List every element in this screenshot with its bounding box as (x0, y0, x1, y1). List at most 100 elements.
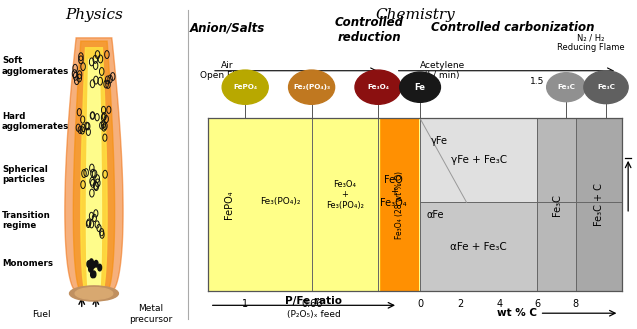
Bar (380, 118, 410, 291)
Circle shape (90, 259, 93, 266)
Circle shape (289, 70, 334, 104)
Bar (380, 118, 396, 291)
Bar (420, 202, 622, 291)
Bar (380, 118, 403, 291)
Bar (380, 118, 383, 291)
Bar (380, 118, 388, 291)
Circle shape (399, 72, 440, 102)
Text: Fe₃C + C: Fe₃C + C (594, 183, 604, 226)
Text: Controlled
reduction: Controlled reduction (334, 16, 404, 44)
Text: 0: 0 (417, 299, 423, 309)
Bar (380, 118, 381, 291)
Bar (380, 118, 413, 291)
Text: Anion/Salts: Anion/Salts (190, 21, 265, 35)
Bar (380, 118, 385, 291)
Polygon shape (65, 38, 123, 291)
Bar (381, 118, 416, 291)
Text: Soft
agglomerates: Soft agglomerates (2, 56, 69, 75)
Text: Metal
precursor: Metal precursor (129, 305, 172, 324)
Bar (380, 118, 399, 291)
Text: Spherical
particles: Spherical particles (2, 165, 48, 184)
Polygon shape (87, 59, 101, 291)
Bar (380, 118, 394, 291)
Bar (380, 118, 395, 291)
Circle shape (222, 70, 268, 104)
Circle shape (584, 71, 628, 104)
Bar (380, 118, 402, 291)
Circle shape (91, 262, 95, 268)
Text: Fe₂(PO₄)₃: Fe₂(PO₄)₃ (293, 84, 330, 90)
Bar (208, 118, 420, 291)
Bar (380, 118, 387, 291)
Text: Acetylene
(l / min): Acetylene (l / min) (420, 61, 465, 80)
Text: αFe + Fe₃C: αFe + Fe₃C (450, 242, 507, 252)
Circle shape (547, 73, 585, 102)
Text: 0: 0 (417, 77, 423, 86)
Bar (380, 118, 406, 291)
Bar (381, 118, 417, 291)
Text: 3: 3 (573, 77, 579, 86)
Bar (420, 118, 622, 202)
Polygon shape (73, 41, 115, 291)
Circle shape (92, 271, 96, 278)
Bar (380, 118, 397, 291)
Text: FePO₄: FePO₄ (224, 190, 234, 219)
Text: 1.5: 1.5 (530, 77, 545, 86)
Text: Fe₃O₄ (28 wt % O): Fe₃O₄ (28 wt % O) (394, 171, 404, 239)
Text: P/Fe ratio: P/Fe ratio (285, 296, 342, 306)
Text: N₂ / H₂
Reducing Flame: N₂ / H₂ Reducing Flame (557, 33, 624, 52)
Text: αFe: αFe (427, 211, 444, 220)
Bar (380, 118, 389, 291)
Text: FePO₄: FePO₄ (233, 84, 257, 90)
Text: Fe₃C: Fe₃C (557, 84, 575, 90)
Text: FeO
+
Fe₃O₄: FeO + Fe₃O₄ (380, 175, 407, 208)
Bar (380, 118, 390, 291)
Bar (380, 118, 401, 291)
Text: Monomers: Monomers (2, 259, 53, 268)
Bar (380, 118, 409, 291)
Bar (380, 118, 408, 291)
Text: Hard
agglomerates: Hard agglomerates (2, 112, 69, 131)
Text: Physics: Physics (65, 8, 123, 22)
Text: Fe₃(PO₄)₂: Fe₃(PO₄)₂ (261, 197, 301, 206)
Circle shape (89, 266, 92, 272)
Text: wt % C: wt % C (497, 308, 538, 318)
Circle shape (355, 70, 401, 104)
Text: Fuel: Fuel (32, 310, 51, 319)
Text: Fe: Fe (415, 83, 426, 92)
Ellipse shape (75, 288, 113, 299)
Bar (380, 118, 392, 291)
Circle shape (94, 261, 98, 267)
Text: 1: 1 (242, 299, 248, 309)
Bar (538, 118, 576, 291)
Text: (P₂O₅)ₓ feed: (P₂O₅)ₓ feed (287, 310, 341, 319)
Text: Fe₃C: Fe₃C (597, 84, 615, 90)
Text: Fe₃O₄: Fe₃O₄ (367, 84, 389, 90)
Bar (380, 118, 412, 291)
Text: 2: 2 (457, 299, 463, 309)
Text: 0.66: 0.66 (301, 299, 322, 309)
Bar (381, 118, 419, 291)
Bar (378, 118, 380, 291)
Polygon shape (81, 48, 107, 291)
Bar (381, 118, 415, 291)
Bar (380, 118, 404, 291)
Text: 8: 8 (573, 299, 579, 309)
Circle shape (98, 264, 101, 271)
Text: γFe + Fe₃C: γFe + Fe₃C (450, 155, 507, 165)
Bar (380, 118, 382, 291)
Bar (576, 118, 622, 291)
Text: Chemistry: Chemistry (376, 8, 455, 22)
Text: Air
Open Flame: Air Open Flame (200, 61, 255, 80)
Text: Fe₃O₄
+
Fe₃(PO₄)₂: Fe₃O₄ + Fe₃(PO₄)₂ (326, 180, 364, 210)
Text: Controlled carbonization: Controlled carbonization (431, 21, 595, 35)
Circle shape (87, 261, 90, 267)
Text: γFe: γFe (431, 137, 448, 146)
Circle shape (90, 271, 94, 278)
Ellipse shape (69, 286, 118, 301)
Text: Fe₃C: Fe₃C (552, 194, 562, 216)
Text: 6: 6 (534, 299, 540, 309)
Text: 4: 4 (497, 299, 503, 309)
Text: Transition
regime: Transition regime (2, 211, 50, 230)
Circle shape (89, 265, 93, 271)
